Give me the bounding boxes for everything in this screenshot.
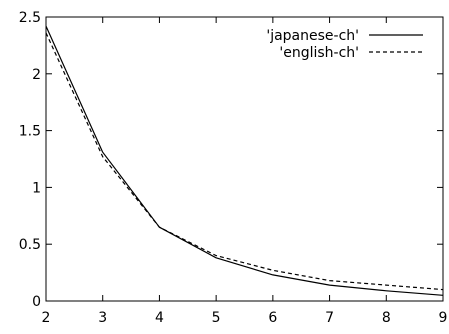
series-line-1 (45, 32, 444, 291)
legend: 'japanese-ch''english-ch' (266, 28, 423, 61)
y-axis: 0 0.5 1 1.5 2 2.5 (19, 10, 443, 310)
y-tick-label: 1.5 (19, 124, 41, 140)
x-axis: 2 3 4 5 6 7 8 9 (42, 17, 448, 326)
series-layer (45, 25, 444, 296)
y-tick-label: 0.5 (19, 237, 41, 253)
y-tick-label: 2.5 (19, 10, 41, 26)
plot-frame (45, 16, 444, 302)
y-tick-label: 2 (32, 67, 41, 83)
legend-label: 'japanese-ch' (266, 28, 359, 44)
series-line-0 (45, 25, 444, 296)
x-tick-label: 6 (268, 310, 277, 326)
x-tick-label: 9 (439, 310, 448, 326)
x-tick-label: 7 (325, 310, 334, 326)
x-tick-label: 5 (212, 310, 221, 326)
x-tick-label: 2 (42, 310, 51, 326)
y-tick-label: 0 (32, 294, 41, 310)
x-tick-label: 8 (382, 310, 391, 326)
x-tick-label: 4 (155, 310, 164, 326)
y-tick-label: 1 (32, 180, 41, 196)
x-tick-label: 3 (98, 310, 107, 326)
legend-label: 'english-ch' (279, 45, 359, 61)
